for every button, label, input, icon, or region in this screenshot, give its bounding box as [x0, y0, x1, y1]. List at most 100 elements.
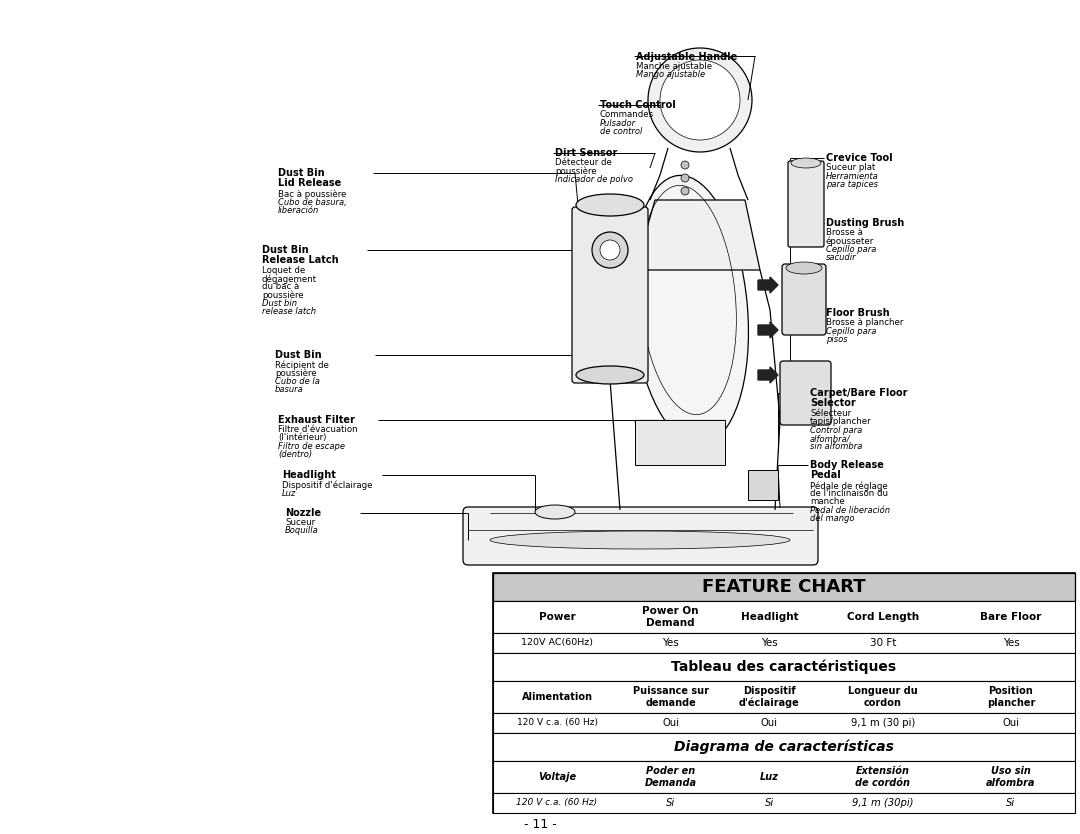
Text: Herramienta: Herramienta: [826, 172, 879, 181]
Text: Extensión
de cordón: Extensión de cordón: [855, 766, 910, 788]
Bar: [492, 761, 1075, 793]
Text: Dust bin: Dust bin: [262, 299, 297, 308]
Text: Voltaje: Voltaje: [538, 772, 576, 782]
Bar: [492, 733, 1075, 761]
Text: Commandes: Commandes: [600, 110, 654, 119]
Text: Crevice Tool: Crevice Tool: [826, 153, 893, 163]
Text: Touch Control: Touch Control: [600, 100, 676, 110]
Text: 120 V c.a. (60 Hz): 120 V c.a. (60 Hz): [516, 798, 597, 807]
Ellipse shape: [490, 531, 789, 549]
Text: manche: manche: [810, 497, 845, 506]
Text: Cepillo para: Cepillo para: [826, 327, 876, 336]
Text: 120 V c.a. (60 Hz): 120 V c.a. (60 Hz): [516, 719, 597, 727]
Text: Pulsador: Pulsador: [600, 119, 636, 128]
Text: Puissance sur
demande: Puissance sur demande: [633, 686, 708, 708]
Text: release latch: release latch: [262, 307, 316, 316]
Text: Control para: Control para: [810, 426, 862, 435]
Text: Loquet de: Loquet de: [262, 266, 306, 275]
Text: Dusting Brush: Dusting Brush: [826, 218, 904, 228]
Text: Bare Floor: Bare Floor: [981, 612, 1042, 622]
Text: Floor Brush: Floor Brush: [826, 308, 890, 318]
Text: 30 Ft: 30 Ft: [869, 638, 896, 648]
Text: alfombra/: alfombra/: [810, 434, 851, 443]
Bar: [748, 470, 778, 500]
Text: Exhaust Filter: Exhaust Filter: [278, 415, 355, 425]
Text: Indicador de polvo: Indicador de polvo: [555, 175, 633, 184]
Text: Pedal: Pedal: [810, 470, 840, 480]
Ellipse shape: [576, 194, 644, 216]
Text: Dirt Sensor: Dirt Sensor: [555, 148, 618, 158]
Text: Brosse à: Brosse à: [826, 228, 863, 237]
Text: Power On
Demand: Power On Demand: [643, 606, 699, 628]
Text: Pedal de liberación: Pedal de liberación: [810, 506, 890, 515]
Text: Bac à poussière: Bac à poussière: [278, 189, 347, 198]
Text: Si: Si: [765, 798, 774, 808]
Text: Pédale de réglage: Pédale de réglage: [810, 481, 888, 490]
Text: Yes: Yes: [1002, 638, 1020, 648]
Text: Carpet/Bare Floor: Carpet/Bare Floor: [810, 388, 907, 398]
Circle shape: [648, 48, 752, 152]
Text: Selector: Selector: [810, 398, 855, 408]
Text: Body Release: Body Release: [810, 460, 883, 470]
Text: de control: de control: [600, 127, 643, 136]
Text: Filtro de escape: Filtro de escape: [278, 442, 345, 451]
Text: Poder en
Demanda: Poder en Demanda: [645, 766, 697, 788]
Text: Dispositif d'éclairage: Dispositif d'éclairage: [282, 480, 373, 490]
Text: (l'intérieur): (l'intérieur): [278, 433, 326, 442]
Text: Détecteur de: Détecteur de: [555, 158, 612, 167]
Text: del mango: del mango: [810, 514, 854, 523]
Circle shape: [592, 232, 627, 268]
Bar: [492, 573, 1075, 601]
Text: Uso sin
alfombra: Uso sin alfombra: [986, 766, 1036, 788]
FancyArrow shape: [758, 322, 778, 338]
Bar: [492, 601, 1075, 633]
Circle shape: [681, 174, 689, 182]
Text: Longueur du
cordon: Longueur du cordon: [848, 686, 918, 708]
FancyBboxPatch shape: [780, 361, 831, 425]
Bar: [492, 573, 1075, 813]
Text: sacudir: sacudir: [826, 253, 856, 262]
Circle shape: [660, 60, 740, 140]
Text: Cord Length: Cord Length: [847, 612, 919, 622]
Text: Récipient de: Récipient de: [275, 360, 329, 369]
Text: liberación: liberación: [278, 206, 320, 215]
Bar: [492, 653, 1075, 681]
Text: Release Latch: Release Latch: [262, 255, 339, 265]
Text: Adjustable Handle: Adjustable Handle: [636, 52, 738, 62]
Text: Dust Bin: Dust Bin: [278, 168, 325, 178]
Polygon shape: [635, 200, 760, 270]
Text: Oui: Oui: [662, 718, 679, 728]
Text: Yes: Yes: [761, 638, 778, 648]
Bar: [492, 633, 1075, 653]
Text: Suceur plat: Suceur plat: [826, 163, 876, 172]
Text: Dispositif
d'éclairage: Dispositif d'éclairage: [739, 686, 800, 708]
Text: Luz: Luz: [760, 772, 779, 782]
Text: Suceur: Suceur: [285, 518, 315, 527]
Text: Boquilla: Boquilla: [285, 526, 319, 535]
Text: Brosse à plancher: Brosse à plancher: [826, 318, 903, 327]
FancyBboxPatch shape: [572, 207, 648, 383]
Text: Filtre d'évacuation: Filtre d'évacuation: [278, 425, 357, 434]
Text: Oui: Oui: [761, 718, 778, 728]
Text: Tableau des caractéristiques: Tableau des caractéristiques: [672, 660, 896, 674]
Text: Dust Bin: Dust Bin: [275, 350, 322, 360]
Text: Nozzle: Nozzle: [285, 508, 321, 518]
Ellipse shape: [632, 175, 748, 445]
Text: - 11 -: - 11 -: [524, 818, 556, 831]
Text: 9,1 m (30 pi): 9,1 m (30 pi): [851, 718, 915, 728]
FancyBboxPatch shape: [782, 264, 826, 335]
Text: (dentro): (dentro): [278, 450, 312, 459]
Text: pisos: pisos: [826, 335, 848, 344]
Text: Si: Si: [1007, 798, 1015, 808]
Bar: [492, 713, 1075, 733]
Text: Diagrama de características: Diagrama de características: [674, 740, 894, 754]
Bar: [492, 793, 1075, 813]
Text: FEATURE CHART: FEATURE CHART: [702, 578, 866, 596]
FancyBboxPatch shape: [463, 507, 818, 565]
Text: dégagement: dégagement: [262, 274, 318, 284]
Text: Cubo de basura,: Cubo de basura,: [278, 198, 347, 207]
Text: Alimentation: Alimentation: [522, 692, 593, 702]
Text: Position
plancher: Position plancher: [987, 686, 1035, 708]
Text: Mango ajustable: Mango ajustable: [636, 70, 705, 79]
Text: sin alfombra: sin alfombra: [810, 442, 862, 451]
